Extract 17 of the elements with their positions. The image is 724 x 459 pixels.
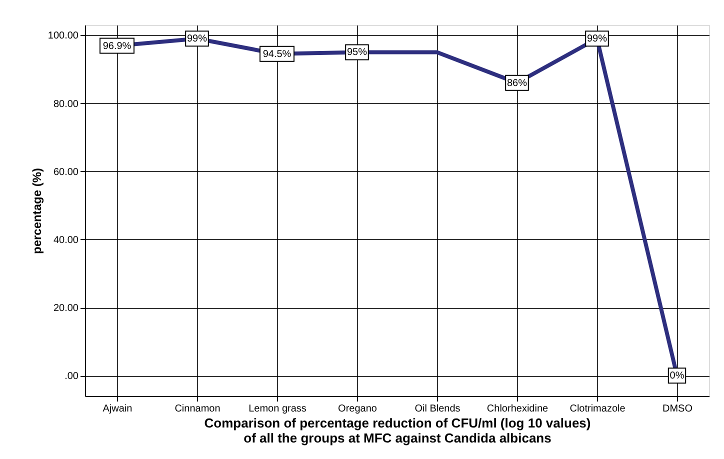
y-tick-label: .00 (64, 371, 79, 382)
y-tick-label: 100.00 (48, 30, 79, 42)
x-axis-title: Comparison of percentage reduction of CFU/ml (log 10 values) of all the groups at MFC against Candida albicans (204, 416, 591, 446)
y-tick-label: 80.00 (53, 98, 79, 110)
y-tick-label: 40.00 (53, 234, 79, 246)
data-label: 0% (670, 370, 684, 382)
x-tick-label: Cinnamon (174, 404, 220, 414)
x-tick-label: Clotrimazole (570, 404, 626, 414)
y-tick-label: 20.00 (53, 303, 79, 314)
x-tick-label: Oregano (338, 404, 378, 414)
x-tick-label: Chlorhexidine (486, 404, 549, 414)
x-tick-label: Oil Blends (414, 404, 460, 414)
x-tick-label: Lemon grass (248, 404, 306, 414)
y-axis-title: percentage (%) (30, 168, 44, 254)
x-tick-label: DMSO (662, 404, 693, 414)
x-tick-label: Ajwain (102, 404, 132, 414)
y-tick-label: 60.00 (53, 166, 79, 178)
